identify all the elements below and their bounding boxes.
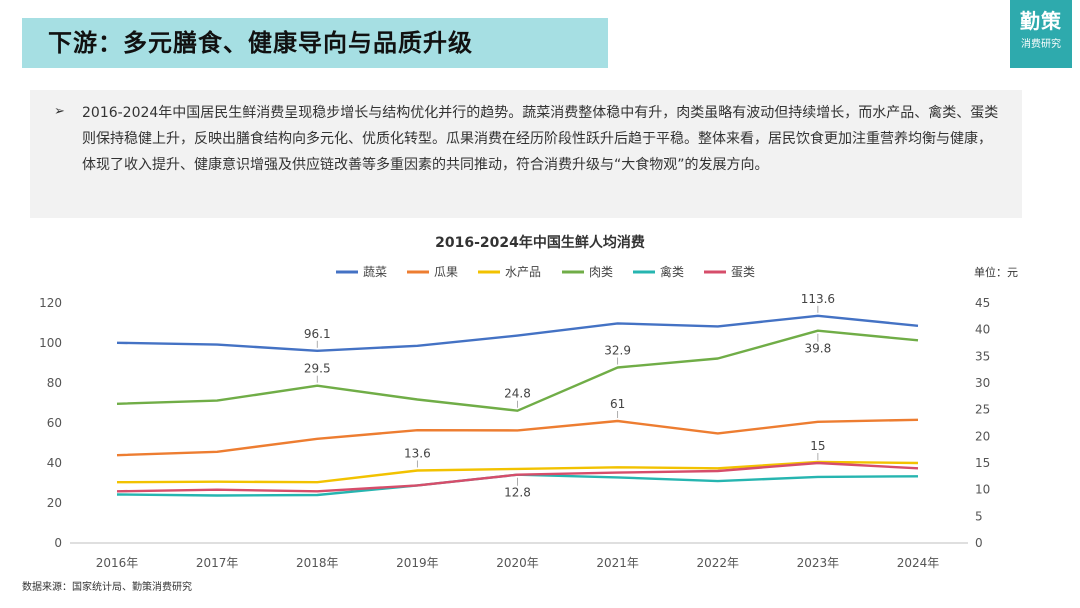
y-right-tick-label: 30 (975, 376, 990, 390)
data-label: 15 (810, 439, 825, 453)
line-chart: 2016-2024年中国生鲜人均消费单位：元 蔬菜 瓜果 水产品 肉类 禽类 蛋类 2016年… (0, 225, 1080, 580)
x-tick-label: 2024年 (897, 556, 940, 570)
y-right-tick-label: 40 (975, 323, 990, 337)
data-label: 24.8 (504, 387, 531, 401)
series-line (116, 329, 919, 412)
series-line (116, 418, 919, 457)
brand-subtitle: 消费研究 (1021, 39, 1061, 50)
x-tick-label: 2018年 (296, 556, 339, 570)
page-title: 下游：多元膳食、健康导向与品质升级 (48, 29, 473, 57)
y-right-tick-label: 35 (975, 349, 990, 363)
summary-text: 2016-2024年中国居民生鲜消费呈现稳步增长与结构优化并行的趋势。蔬菜消费整… (82, 105, 999, 173)
data-label: 39.8 (805, 342, 832, 356)
y-right-tick-label: 15 (975, 456, 990, 470)
y-left-tick-label: 60 (47, 416, 62, 430)
unit-label: 单位：元 (974, 265, 1018, 279)
data-source: 数据来源：国家统计局、勤策消费研究 (22, 582, 192, 593)
x-tick-label: 2023年 (797, 556, 840, 570)
y-right-tick-label: 45 (975, 296, 990, 310)
x-tick-label: 2021年 (596, 556, 639, 570)
legend-label: 禽类 (660, 264, 684, 279)
x-tick-label: 2020年 (496, 556, 539, 570)
x-tick-label: 2016年 (96, 556, 139, 570)
legend-label: 蔬菜 (363, 265, 387, 279)
data-label: 96.1 (304, 327, 331, 341)
x-tick-label: 2019年 (396, 556, 439, 570)
series-line (116, 461, 919, 493)
brand-logo: 勤策 消费研究 (1010, 0, 1072, 68)
brand-name: 勤策 (1020, 9, 1062, 33)
series-line (116, 460, 919, 484)
arrow-right-icon: ➢ (54, 104, 65, 119)
legend-label: 肉类 (589, 265, 613, 279)
summary-box: ➢ 2016-2024年中国居民生鲜消费呈现稳步增长与结构优化并行的趋势。蔬菜消… (30, 90, 1022, 218)
x-tick-label: 2022年 (696, 556, 739, 570)
y-right-tick-label: 5 (975, 509, 983, 523)
data-label: 13.6 (404, 446, 431, 460)
y-left-tick-label: 120 (39, 296, 62, 310)
data-label: 32.9 (604, 344, 631, 358)
y-right-tick-label: 20 (975, 429, 990, 443)
series-line (116, 314, 919, 353)
y-left-tick-label: 0 (54, 536, 62, 550)
chart-title: 2016-2024年中国生鲜人均消费 (435, 234, 645, 251)
x-tick-label: 2017年 (196, 556, 239, 570)
y-right-tick-label: 25 (975, 403, 990, 417)
legend-label: 瓜果 (434, 265, 458, 279)
y-left-tick-label: 80 (47, 376, 62, 390)
y-left-tick-label: 100 (39, 336, 62, 350)
data-label: 29.5 (304, 362, 331, 376)
data-label: 12.8 (504, 486, 531, 500)
legend-label: 水产品 (505, 265, 541, 279)
y-right-tick-label: 0 (975, 536, 983, 550)
y-right-tick-label: 10 (975, 483, 990, 497)
y-left-tick-label: 20 (47, 496, 62, 510)
title-banner: 下游：多元膳食、健康导向与品质升级 (22, 18, 608, 68)
legend-label: 蛋类 (731, 265, 755, 279)
y-left-tick-label: 40 (47, 456, 62, 470)
data-label: 61 (610, 397, 625, 411)
data-label: 113.6 (801, 292, 835, 306)
